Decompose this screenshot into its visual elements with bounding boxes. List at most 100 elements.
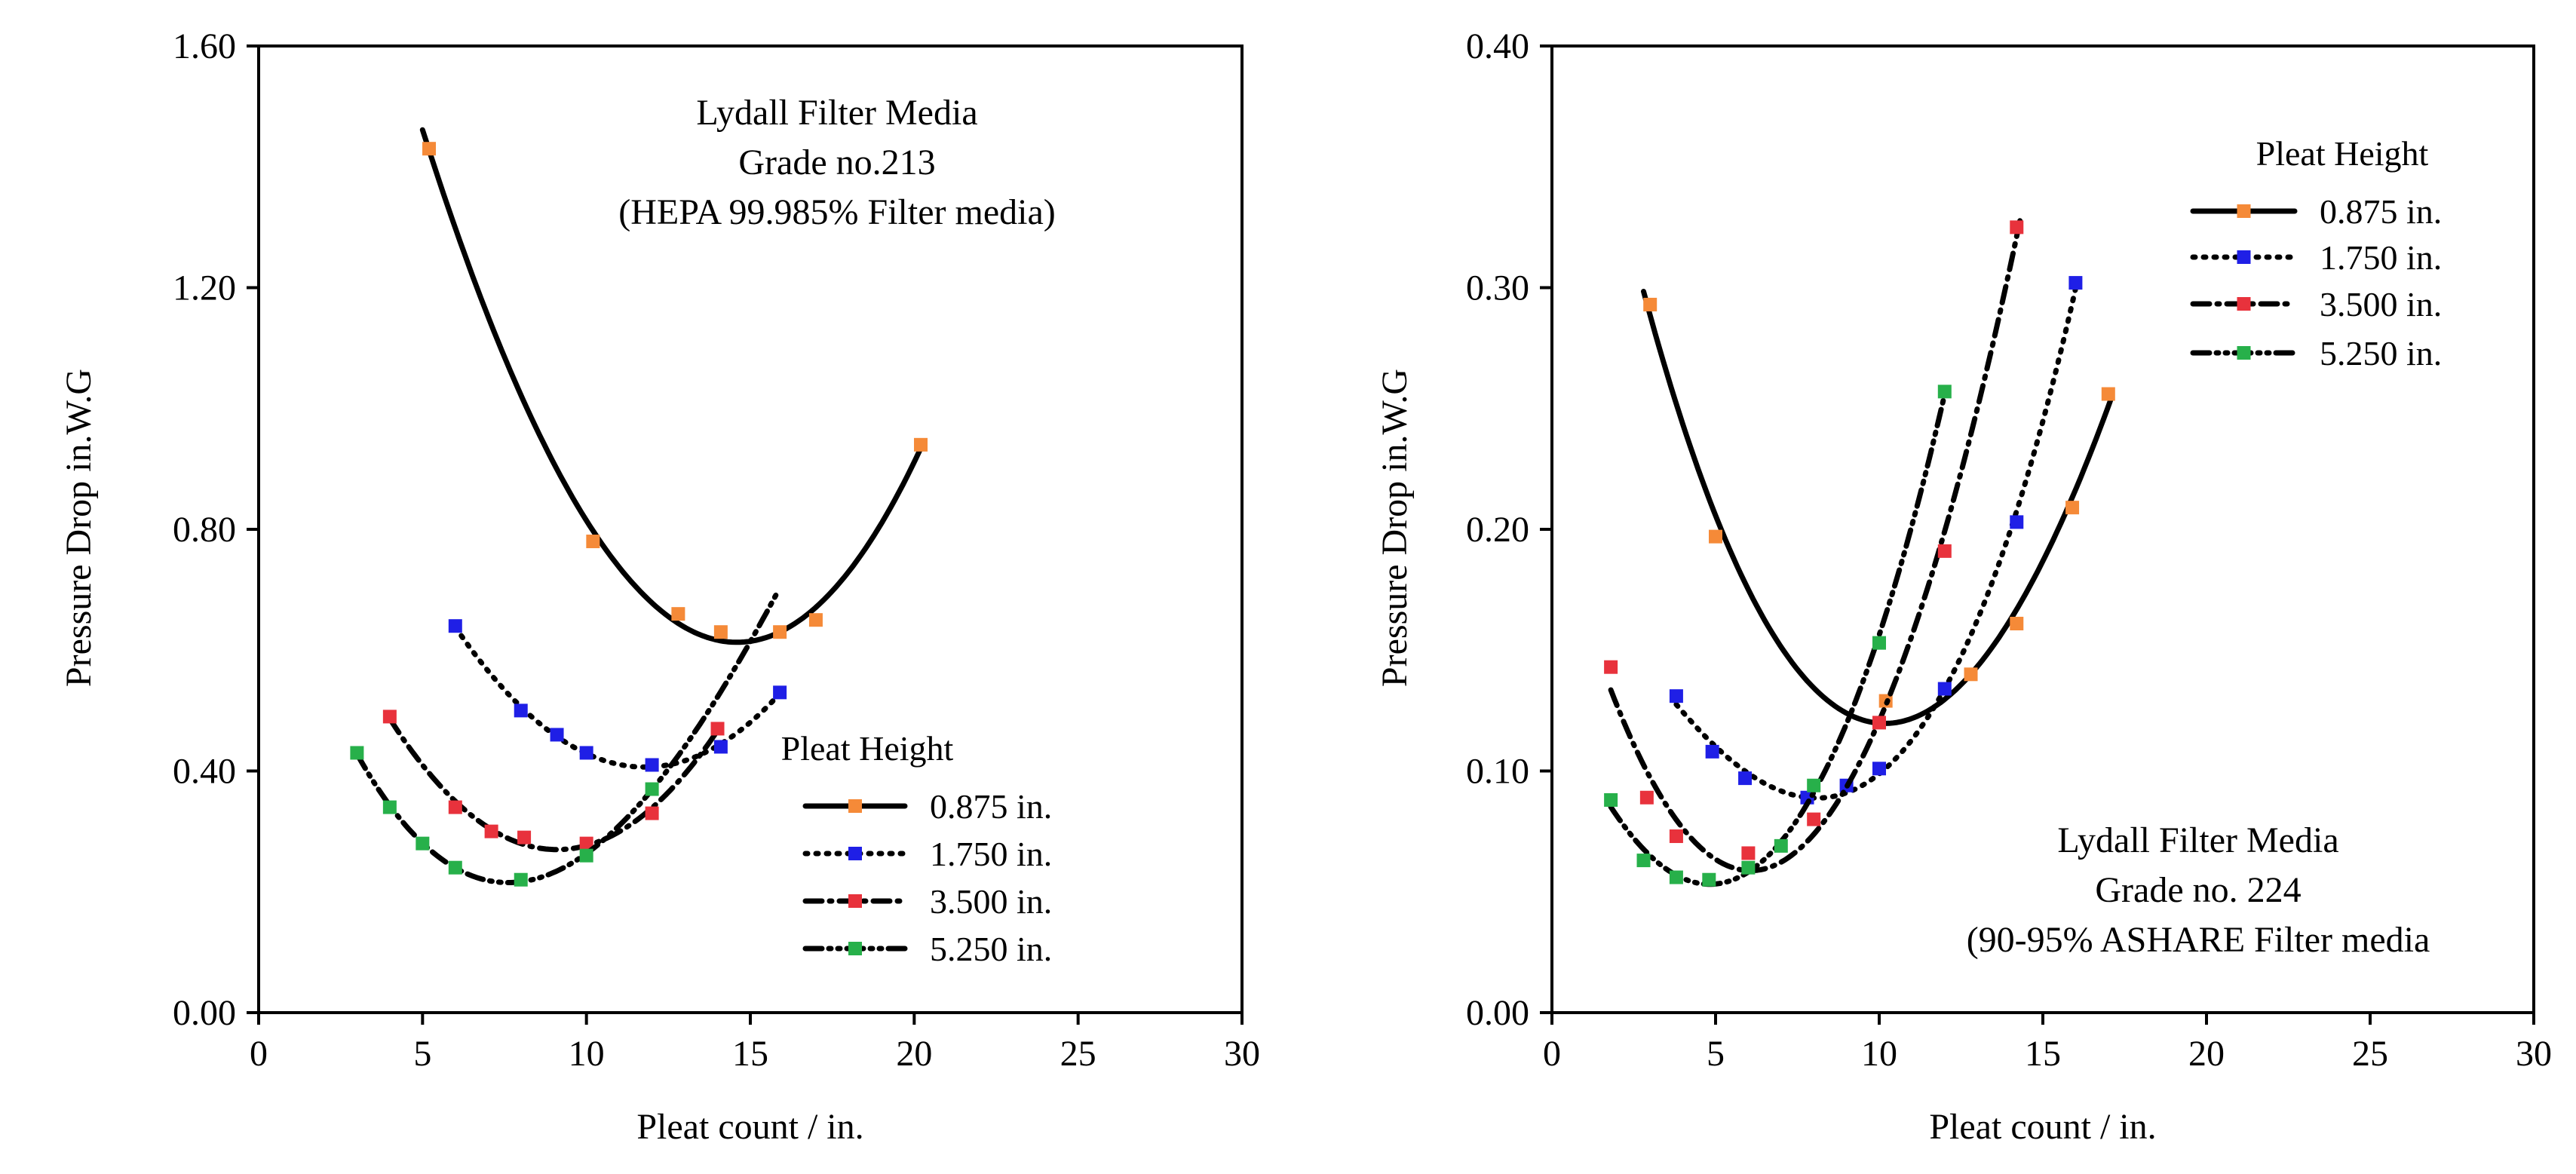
data-point <box>550 728 564 742</box>
data-point <box>448 860 462 875</box>
legend-label: 0.875 in. <box>930 787 1052 826</box>
legend-label: 5.250 in. <box>2320 334 2442 372</box>
data-point <box>1669 689 1683 703</box>
data-point <box>645 782 659 796</box>
x-tick-label: 30 <box>2516 1034 2552 1074</box>
plot-frame <box>257 44 1244 1014</box>
legend-label: 5.250 in. <box>930 930 1052 968</box>
legend-marker <box>848 942 862 955</box>
x-tick-label: 25 <box>2352 1034 2388 1074</box>
data-point <box>1669 829 1683 844</box>
legend-title: Pleat Height <box>781 729 954 768</box>
series-line <box>387 716 727 853</box>
y-tick-label: 0.00 <box>1466 993 1529 1033</box>
annotation-line: Lydall Filter Media <box>696 93 977 133</box>
data-point <box>448 619 462 633</box>
series-3 <box>1604 218 2024 874</box>
data-point <box>1741 860 1756 875</box>
data-point <box>1604 660 1618 674</box>
legend-label: 1.750 in. <box>930 835 1052 873</box>
series-1 <box>419 127 928 645</box>
legend: Pleat Height 0.875 in. 1.750 in. 3.500 in. 5… <box>2190 134 2442 372</box>
series-line <box>452 624 786 770</box>
legend-label: 0.875 in. <box>2320 192 2442 231</box>
legend-marker <box>2237 346 2251 360</box>
data-point <box>1669 870 1683 884</box>
data-point <box>1705 744 1719 759</box>
data-point <box>2068 276 2083 290</box>
data-point <box>2065 501 2080 515</box>
chart-panel-1: 0 5 10 15 20 25 30 0.00 0.40 0.80 1.20 1.60 Pleat co… <box>59 26 1260 1147</box>
series-3 <box>382 710 727 853</box>
data-point <box>645 806 659 820</box>
data-point <box>1774 838 1788 853</box>
legend-title: Pleat Height <box>2256 134 2429 173</box>
data-point <box>773 685 787 700</box>
data-point <box>514 703 528 718</box>
data-point <box>1937 544 1952 558</box>
data-point <box>579 836 593 851</box>
data-point <box>448 800 462 814</box>
y-tick-label: 0.10 <box>1466 752 1529 792</box>
annotation-line: Grade no. 224 <box>2095 870 2301 910</box>
legend-marker <box>848 894 862 908</box>
y-axis-title: Pressure Drop in.W.G <box>59 369 99 687</box>
x-tick-label: 20 <box>2188 1034 2225 1074</box>
y-tick-label: 0.20 <box>1466 510 1529 550</box>
data-point <box>1807 778 1821 792</box>
legend-label: 3.500 in. <box>930 882 1052 921</box>
data-point <box>1872 762 1886 776</box>
data-point <box>484 824 498 838</box>
data-point <box>2010 616 2024 630</box>
series-line <box>1641 289 2114 726</box>
x-tick-label: 0 <box>1543 1034 1561 1074</box>
data-point <box>713 740 728 754</box>
annotation-line: (HEPA 99.985% Filter media) <box>618 192 1056 232</box>
series-2 <box>448 619 787 772</box>
legend: Pleat Height 0.875 in. 1.750 in. 3.500 in. 5… <box>781 729 1053 968</box>
x-tick-label: 0 <box>250 1034 268 1074</box>
data-point <box>350 746 364 760</box>
legend-marker <box>848 847 862 860</box>
series-2 <box>1669 276 2083 805</box>
data-point <box>914 437 928 452</box>
data-point <box>1738 771 1753 786</box>
y-tick-label: 1.60 <box>173 26 236 66</box>
data-point <box>1702 872 1716 887</box>
series-line <box>1673 286 2078 801</box>
x-tick-label: 10 <box>1861 1034 1897 1074</box>
legend-marker <box>2237 204 2251 218</box>
x-tick-label: 30 <box>1224 1034 1260 1074</box>
annotation-line: (90-95% ASHARE Filter media <box>1967 920 2430 960</box>
data-point <box>382 710 397 724</box>
data-point <box>2010 220 2024 234</box>
y-tick-label: 0.80 <box>173 510 236 550</box>
series-1 <box>1641 289 2115 726</box>
data-point <box>1872 636 1886 650</box>
data-point <box>579 848 593 863</box>
x-tick-label: 15 <box>732 1034 768 1074</box>
y-tick-label: 1.20 <box>173 268 236 308</box>
data-point <box>422 142 437 156</box>
data-point <box>1709 529 1722 544</box>
legend-marker <box>2237 250 2251 264</box>
data-point <box>514 872 528 887</box>
legend-label: 3.500 in. <box>2320 285 2442 323</box>
data-point <box>1741 846 1756 860</box>
series-4 <box>350 591 780 887</box>
x-tick-label: 10 <box>569 1034 605 1074</box>
legend-label: 1.750 in. <box>2320 238 2442 277</box>
legend-marker <box>848 799 862 813</box>
data-point <box>382 800 397 814</box>
y-tick-label: 0.40 <box>173 752 236 792</box>
annotation-line: Lydall Filter Media <box>2057 820 2338 860</box>
x-tick-label: 15 <box>2025 1034 2061 1074</box>
plot-frame <box>1550 44 2535 1014</box>
series-4 <box>1604 385 1952 887</box>
data-point <box>1807 812 1821 826</box>
x-tick-label: 25 <box>1060 1034 1096 1074</box>
data-point <box>1643 297 1658 311</box>
annotation-line: Grade no.213 <box>738 143 935 182</box>
y-tick-label: 0.40 <box>1466 26 1529 66</box>
x-tick-label: 5 <box>413 1034 431 1074</box>
